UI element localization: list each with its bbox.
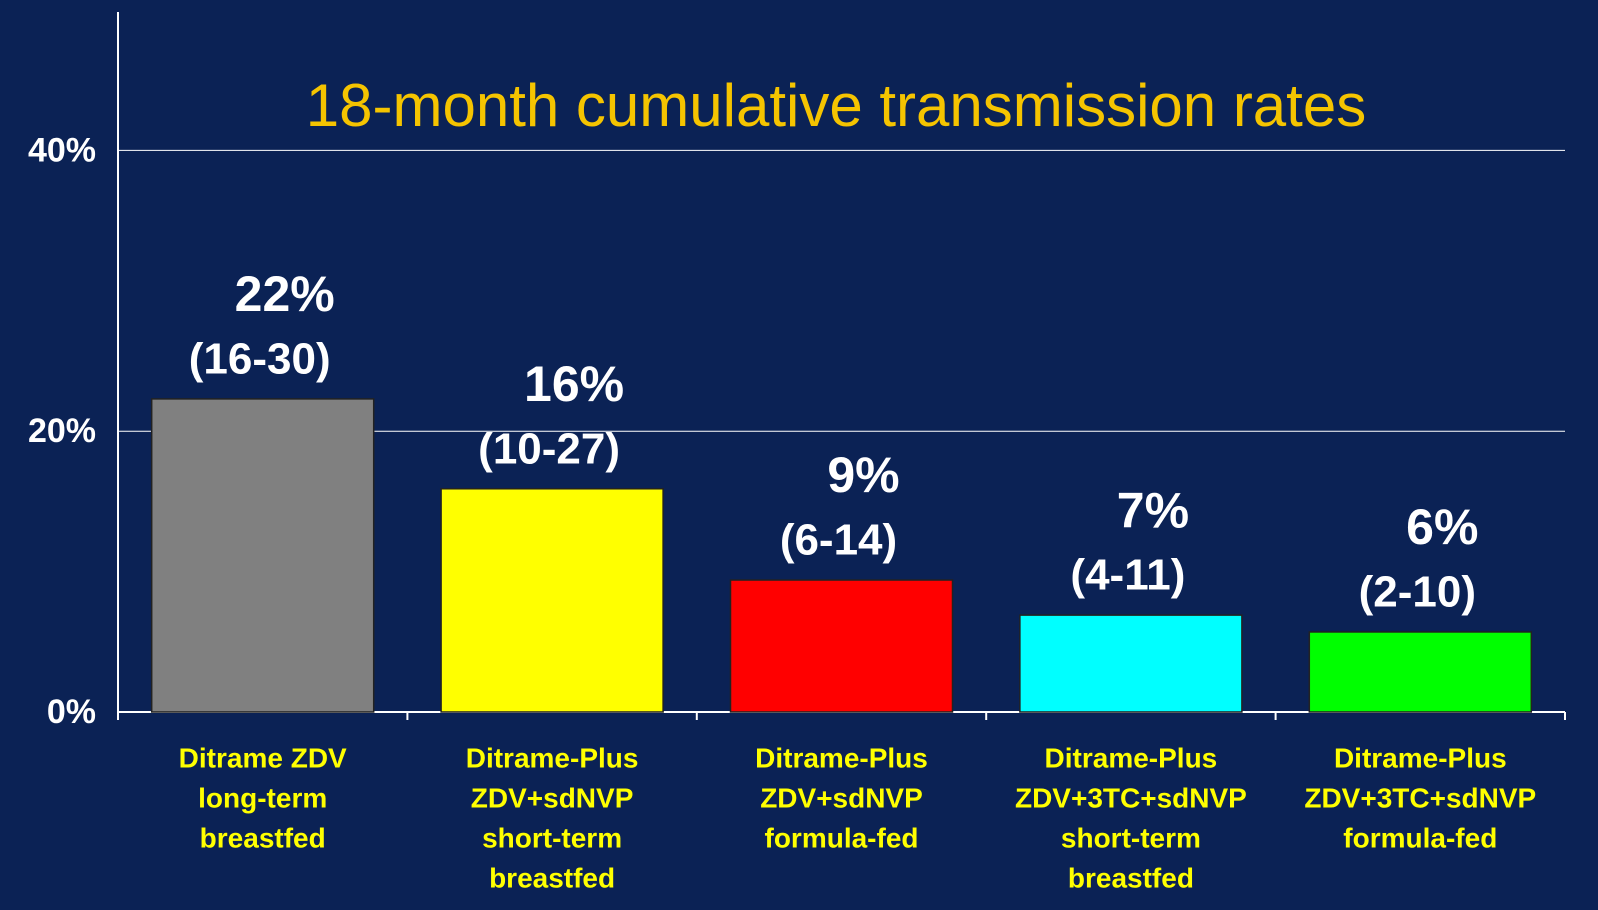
x-tick-label: ZDV+sdNVP bbox=[760, 782, 923, 813]
x-tick-label: short-term bbox=[1061, 822, 1201, 853]
ci-label: (4-11) bbox=[1070, 551, 1185, 600]
x-tick-label: Ditrame-Plus bbox=[1045, 742, 1218, 773]
value-label: 9% bbox=[827, 447, 899, 503]
x-tick-label: breastfed bbox=[200, 822, 326, 853]
x-tick-label: ZDV+3TC+sdNVP bbox=[1015, 782, 1247, 813]
y-tick-label: 20% bbox=[28, 412, 96, 450]
bar bbox=[1308, 631, 1533, 713]
value-label: 6% bbox=[1406, 499, 1478, 555]
bar bbox=[1019, 614, 1243, 713]
bar bbox=[150, 398, 375, 713]
y-tick-label: 0% bbox=[47, 693, 96, 731]
x-tick-label: Ditrame-Plus bbox=[466, 742, 639, 773]
y-tick-label: 40% bbox=[28, 131, 96, 169]
ci-label: (10-27) bbox=[478, 424, 620, 473]
chart-title: 18-month cumulative transmission rates bbox=[306, 72, 1366, 139]
x-tick-label: breastfed bbox=[489, 862, 615, 893]
ci-label: (16-30) bbox=[189, 335, 331, 384]
x-tick-label: Ditrame-Plus bbox=[1334, 742, 1507, 773]
ci-label: (6-14) bbox=[780, 516, 897, 565]
x-tick-label: ZDV+sdNVP bbox=[471, 782, 634, 813]
bar bbox=[729, 579, 954, 713]
x-tick-label: Ditrame ZDV bbox=[179, 742, 347, 773]
x-tick-label: breastfed bbox=[1068, 862, 1194, 893]
value-label: 16% bbox=[524, 356, 624, 412]
x-tick-label: short-term bbox=[482, 822, 622, 853]
value-label: 7% bbox=[1117, 482, 1189, 538]
value-label: 22% bbox=[235, 266, 335, 322]
x-tick-label: ZDV+3TC+sdNVP bbox=[1304, 782, 1536, 813]
x-tick-label: formula-fed bbox=[765, 822, 919, 853]
x-tick-label: formula-fed bbox=[1343, 822, 1497, 853]
ci-label: (2-10) bbox=[1359, 568, 1476, 617]
x-tick-label: Ditrame-Plus bbox=[755, 742, 928, 773]
bar bbox=[440, 488, 664, 713]
x-tick-label: long-term bbox=[198, 782, 327, 813]
